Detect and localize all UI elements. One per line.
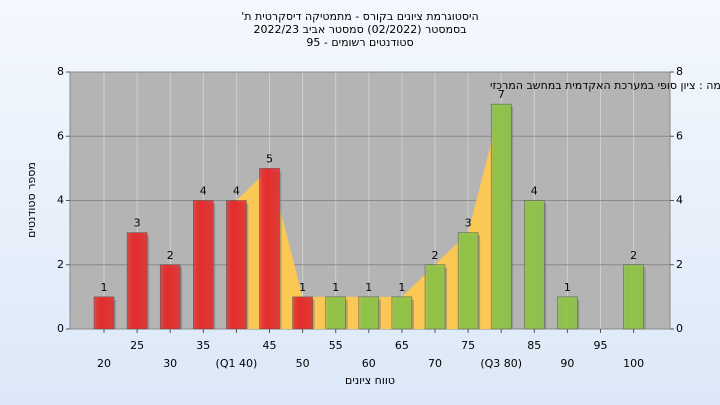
value-label: 4 [233, 185, 240, 198]
value-label: 1 [564, 281, 571, 294]
value-label: 7 [498, 88, 505, 101]
value-label: 3 [134, 217, 141, 230]
y-tick-label: 0 [57, 322, 64, 335]
bar [457, 232, 479, 330]
value-label: 1 [398, 281, 405, 294]
x-tick-label: 35 [196, 339, 210, 352]
y-axis-label: מספר סטודנטים [25, 162, 38, 238]
x-tick-label: 25 [130, 339, 144, 352]
bar [391, 296, 413, 330]
value-label: 5 [266, 152, 273, 165]
x-tick-label: (Q1 40) [216, 357, 258, 370]
y-tick-label: 6 [57, 129, 64, 142]
bar [226, 200, 247, 330]
x-tick-label: 95 [594, 339, 608, 352]
y2-tick-label: 0 [676, 322, 683, 335]
x-tick-label: 20 [97, 357, 111, 370]
value-label: 4 [531, 185, 538, 198]
title-line: בסמסטר (02/2022) סמסטר אביב 2022/23 [253, 23, 466, 36]
value-label: 4 [200, 185, 207, 198]
x-tick-label: 70 [428, 357, 442, 370]
bar [126, 232, 148, 330]
x-tick-label: 65 [395, 339, 409, 352]
x-tick-label: 100 [623, 357, 644, 370]
value-label: 1 [332, 281, 339, 294]
bar [490, 103, 512, 330]
value-label: 1 [365, 281, 372, 294]
bar [424, 264, 446, 330]
value-label: 1 [101, 281, 108, 294]
bar [524, 200, 545, 330]
y-tick-label: 2 [57, 258, 64, 271]
x-tick-label: 90 [560, 357, 574, 370]
value-label: 3 [465, 217, 472, 230]
x-tick-label: 55 [329, 339, 343, 352]
x-tick-label: 60 [362, 357, 376, 370]
x-tick-label: 75 [461, 339, 475, 352]
y2-tick-label: 6 [676, 129, 683, 142]
x-tick-label: (Q3 80) [480, 357, 522, 370]
bar [623, 264, 644, 330]
bar [259, 168, 280, 330]
x-tick-label: 50 [296, 357, 310, 370]
bar [93, 296, 115, 330]
x-tick-label: 45 [263, 339, 277, 352]
bar [325, 296, 346, 330]
value-label: 2 [167, 249, 174, 262]
value-label: 2 [630, 249, 637, 262]
y2-tick-label: 4 [676, 194, 683, 207]
x-axis-label: טווח ציונים [345, 374, 395, 387]
bar [557, 296, 578, 330]
title-line: היסטוגרמת ציונים בקורס - מתמטיקה דיסקרטי… [241, 10, 478, 23]
title-line: סטודנטים רשומים - 95 [306, 36, 413, 49]
y2-tick-label: 2 [676, 258, 683, 271]
x-tick-label: 30 [163, 357, 177, 370]
bar [358, 296, 380, 330]
value-label: 1 [299, 281, 306, 294]
y2-tick-label: 8 [676, 65, 683, 78]
annotation: במשימה : ציון סופי במערכת האקדמית במחשב … [490, 79, 720, 92]
y-tick-label: 4 [57, 194, 64, 207]
value-label: 2 [432, 249, 439, 262]
y-tick-label: 8 [57, 65, 64, 78]
x-tick-label: 85 [527, 339, 541, 352]
bar [193, 200, 214, 330]
bar [159, 264, 181, 330]
bar [292, 296, 313, 330]
